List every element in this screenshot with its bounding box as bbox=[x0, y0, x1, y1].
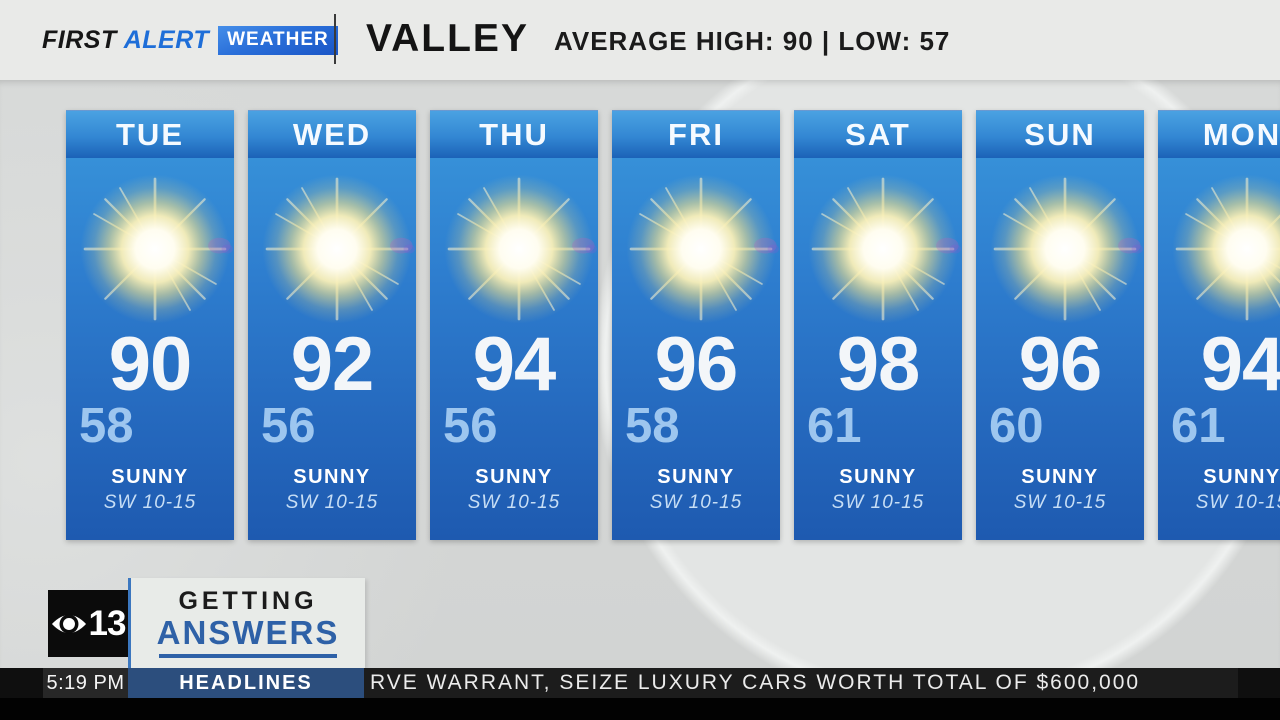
sunny-icon bbox=[990, 174, 1143, 324]
wind-label: SW 10-15 bbox=[285, 491, 379, 513]
high-temp: 94 bbox=[1200, 322, 1280, 407]
ticker-text: RVE WARRANT, SEIZE LUXURY CARS WORTH TOT… bbox=[364, 668, 1238, 698]
high-temp: 96 bbox=[1018, 322, 1103, 407]
day-label: FRI bbox=[612, 110, 780, 158]
cbs-eye-icon bbox=[51, 614, 86, 633]
condition-label: SUNNY bbox=[475, 465, 553, 488]
header-divider bbox=[334, 14, 336, 64]
low-temp: 56 bbox=[443, 398, 498, 453]
day-label: THU bbox=[430, 110, 598, 158]
program-underline bbox=[159, 653, 337, 658]
brand-alert-label: ALERT bbox=[123, 26, 210, 54]
headlines-badge: HEADLINES bbox=[128, 668, 364, 698]
header-bar: FIRST ALERT WEATHER VALLEY AVERAGE HIGH:… bbox=[0, 0, 1280, 80]
low-temp: 56 bbox=[261, 398, 316, 453]
forecast-column-sat: SAT bbox=[794, 110, 962, 540]
location-title: VALLEY bbox=[366, 17, 529, 60]
news-ticker: 5:19 PM HEADLINES RVE WARRANT, SEIZE LUX… bbox=[0, 668, 1280, 698]
day-label: SUN bbox=[976, 110, 1144, 158]
wind-label: SW 10-15 bbox=[649, 491, 743, 513]
forecast-column-fri: FRI bbox=[612, 110, 780, 540]
condition-label: SUNNY bbox=[1021, 465, 1099, 488]
program-title-card: GETTING ANSWERS bbox=[131, 578, 365, 668]
wind-label: SW 10-15 bbox=[831, 491, 925, 513]
vertical-divider bbox=[128, 578, 131, 668]
first-alert-weather-logo: FIRST ALERT WEATHER bbox=[42, 26, 338, 55]
low-temp: 58 bbox=[79, 398, 134, 453]
condition-label: SUNNY bbox=[293, 465, 371, 488]
day-label: SAT bbox=[794, 110, 962, 158]
high-temp: 94 bbox=[472, 322, 557, 407]
forecast-column-mon: MON bbox=[1158, 110, 1280, 540]
station-number: 13 bbox=[88, 603, 127, 643]
condition-label: SUNNY bbox=[839, 465, 917, 488]
forecast-column-sun: SUN bbox=[976, 110, 1144, 540]
sunny-icon bbox=[808, 174, 961, 324]
high-temp: 90 bbox=[108, 322, 193, 407]
high-temp: 96 bbox=[654, 322, 739, 407]
brand-weather-badge: WEATHER bbox=[218, 26, 338, 55]
wind-label: SW 10-15 bbox=[1013, 491, 1107, 513]
sunny-icon bbox=[80, 174, 233, 324]
day-label: TUE bbox=[66, 110, 234, 158]
condition-label: SUNNY bbox=[657, 465, 735, 488]
high-temp: 92 bbox=[290, 322, 375, 407]
forecast-column-wed: WED bbox=[248, 110, 416, 540]
program-title-line2: ANSWERS bbox=[156, 614, 340, 651]
brand-first-label: FIRST bbox=[42, 26, 117, 54]
average-high-low-line: AVERAGE HIGH: 90 | LOW: 57 bbox=[554, 26, 951, 56]
wind-label: SW 10-15 bbox=[103, 491, 197, 513]
forecast-column-thu: THU bbox=[430, 110, 598, 540]
cbs13-logo: 13 bbox=[48, 590, 128, 657]
condition-label: SUNNY bbox=[111, 465, 189, 488]
wind-label: SW 10-15 bbox=[1195, 491, 1280, 513]
seven-day-forecast: TUE bbox=[66, 110, 1280, 540]
clock-time: 5:19 PM bbox=[43, 668, 128, 698]
program-title-line1: GETTING bbox=[178, 587, 318, 615]
condition-label: SUNNY bbox=[1203, 465, 1280, 488]
day-label: WED bbox=[248, 110, 416, 158]
sunny-icon bbox=[444, 174, 597, 324]
low-temp: 58 bbox=[625, 398, 680, 453]
day-label: MON bbox=[1158, 110, 1280, 158]
sunny-icon bbox=[626, 174, 779, 324]
forecast-column-tue: TUE bbox=[66, 110, 234, 540]
low-temp: 61 bbox=[807, 398, 862, 453]
sunny-icon bbox=[1172, 174, 1280, 324]
wind-label: SW 10-15 bbox=[467, 491, 561, 513]
high-temp: 98 bbox=[836, 322, 921, 407]
low-temp: 60 bbox=[989, 398, 1044, 453]
low-temp: 61 bbox=[1171, 398, 1226, 453]
sunny-icon bbox=[262, 174, 415, 324]
